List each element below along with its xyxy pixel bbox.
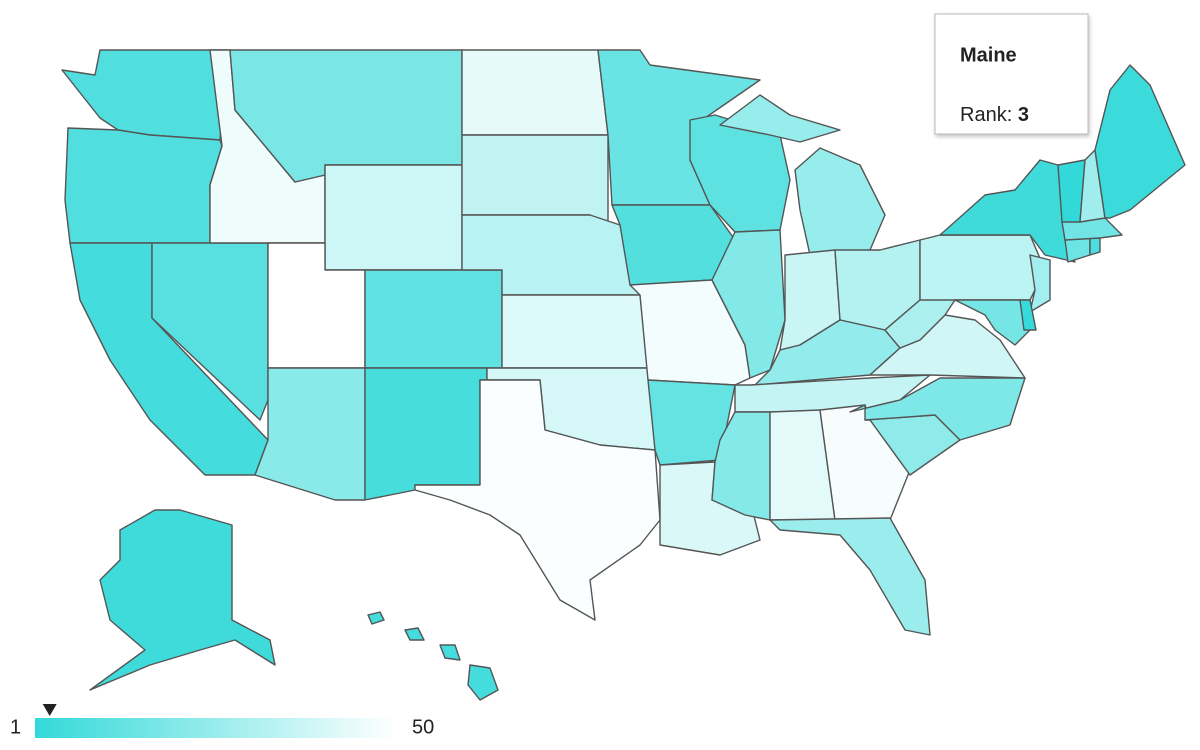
legend-min: 1: [10, 716, 21, 738]
tooltip-value: 3: [1018, 104, 1029, 126]
state: [711, 229, 786, 379]
state: [61, 49, 229, 141]
state: [414, 379, 661, 621]
tooltip-title: Maine: [960, 44, 1017, 66]
state: [324, 164, 463, 271]
states: [61, 49, 1186, 701]
state: [919, 234, 1046, 301]
state: [719, 94, 841, 143]
state: [501, 294, 649, 369]
tooltip: Maine Rank: 3: [934, 13, 1089, 135]
state: [647, 379, 736, 466]
state: [1094, 64, 1186, 219]
tooltip-rank: Rank: 3: [960, 104, 1029, 126]
state: [794, 147, 886, 256]
state: [364, 367, 488, 501]
state: [461, 49, 609, 136]
legend-marker: [42, 704, 57, 716]
state: [467, 664, 499, 701]
state: [849, 377, 1026, 441]
tooltip-box: [934, 13, 1089, 135]
state: [404, 627, 425, 641]
state: [367, 611, 385, 625]
state: [254, 367, 366, 501]
state: [1064, 237, 1091, 263]
state: [1029, 254, 1051, 313]
tooltip-label: Rank:: [960, 104, 1012, 126]
state: [89, 509, 276, 691]
state: [64, 127, 223, 244]
legend-max: 50: [412, 716, 434, 738]
state: [769, 517, 931, 636]
state: [1019, 299, 1037, 331]
state: [1089, 237, 1101, 256]
legend-gradient: [35, 718, 395, 738]
state: [364, 269, 503, 369]
state: [439, 644, 461, 661]
